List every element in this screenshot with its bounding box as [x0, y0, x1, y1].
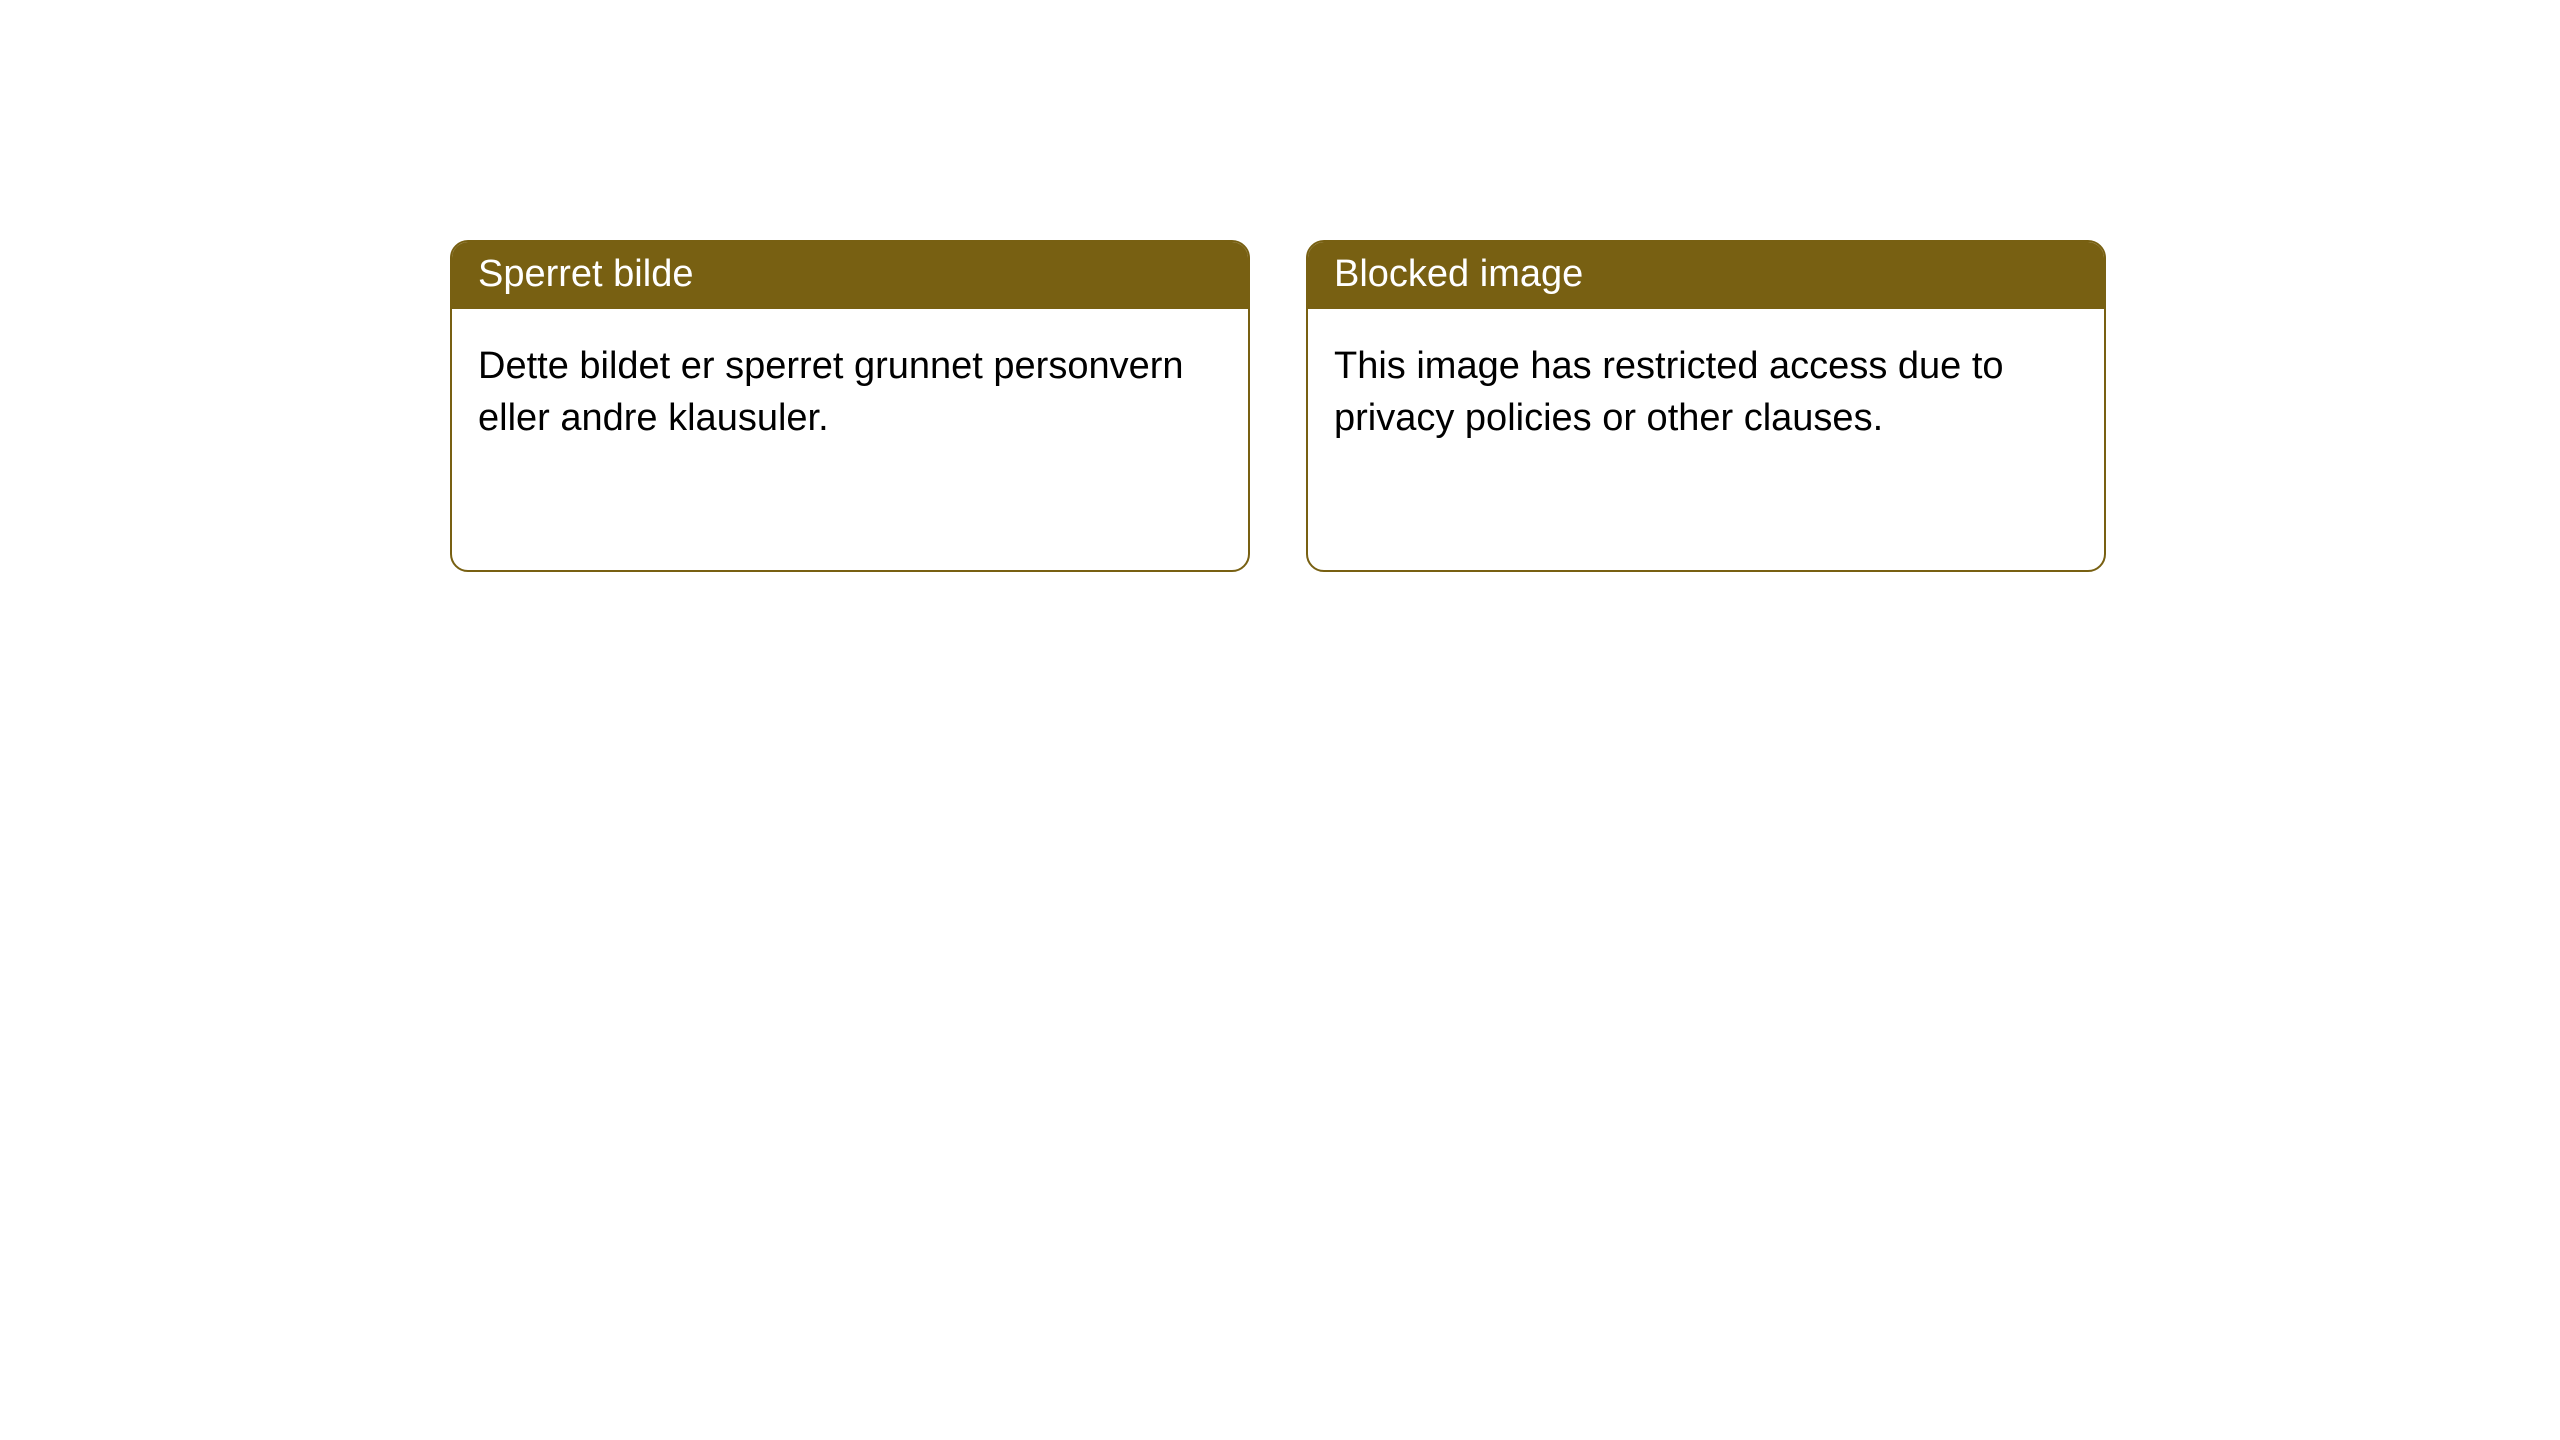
notice-body-norwegian: Dette bildet er sperret grunnet personve…	[452, 309, 1248, 476]
notice-body-english: This image has restricted access due to …	[1308, 309, 2104, 476]
notice-header-norwegian: Sperret bilde	[452, 242, 1248, 309]
notice-box-english: Blocked image This image has restricted …	[1306, 240, 2106, 572]
notice-container: Sperret bilde Dette bildet er sperret gr…	[0, 0, 2560, 572]
notice-header-english: Blocked image	[1308, 242, 2104, 309]
notice-box-norwegian: Sperret bilde Dette bildet er sperret gr…	[450, 240, 1250, 572]
